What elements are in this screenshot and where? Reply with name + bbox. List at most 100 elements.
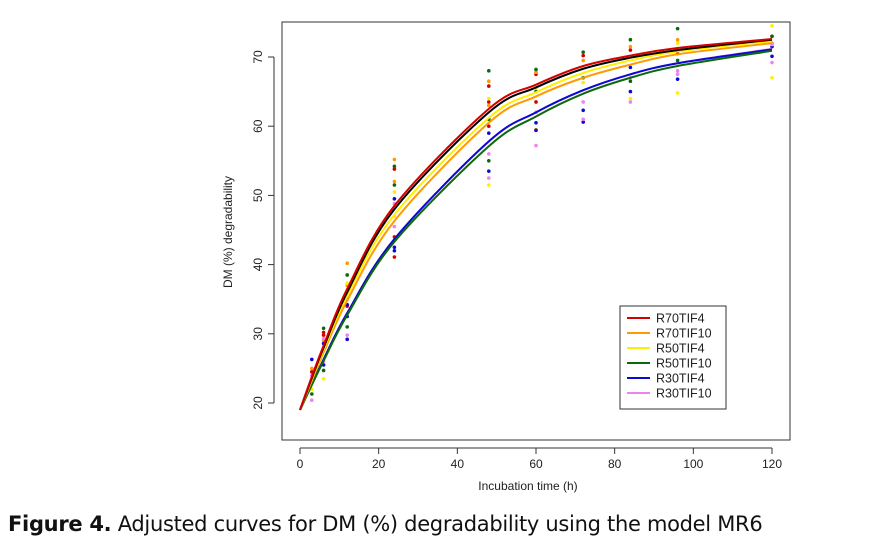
data-point (310, 398, 314, 403)
data-point (321, 376, 326, 381)
x-tick-label: 120 (762, 457, 782, 471)
data-point (345, 261, 350, 266)
data-point (392, 224, 397, 229)
data-point (392, 255, 397, 259)
data-point (487, 159, 491, 163)
y-tick-label: 50 (251, 188, 265, 202)
data-point (487, 79, 491, 84)
data-point (534, 100, 538, 104)
data-point (392, 197, 397, 201)
data-point (487, 84, 491, 88)
data-point (487, 152, 491, 156)
data-point (581, 108, 585, 113)
data-point (675, 41, 680, 45)
data-point (310, 392, 314, 396)
data-point (628, 37, 633, 42)
data-point (345, 281, 350, 286)
legend-label: R30TIF4 (656, 372, 705, 386)
chart: 0 20 40 60 80 100 120 20 30 40 50 60 70 Incubation t… (221, 21, 791, 493)
data-point (487, 176, 491, 180)
data-point (581, 120, 585, 124)
x-tick-label: 80 (608, 457, 622, 471)
data-point (321, 326, 326, 331)
data-point (770, 34, 774, 39)
data-point (534, 67, 538, 72)
data-point (534, 70, 538, 75)
data-point (487, 124, 491, 128)
data-point (487, 103, 491, 108)
data-point (675, 69, 680, 73)
x-tick-label: 20 (372, 457, 386, 471)
x-axis-label: Incubation time (h) (478, 479, 577, 493)
data-point (628, 44, 633, 49)
series-line-r70tif4 (299, 38, 773, 411)
legend-label: R50TIF4 (656, 342, 705, 356)
data-point (392, 190, 397, 194)
data-point (628, 96, 633, 101)
legend-box (619, 305, 727, 410)
y-tick-label: 40 (251, 258, 265, 272)
y-tick-label: 20 (251, 396, 265, 410)
data-point (628, 89, 633, 94)
legend-label: R30TIF10 (656, 387, 712, 401)
data-point (628, 65, 633, 70)
data-point (628, 48, 633, 52)
x-tick-label: 100 (683, 457, 703, 471)
data-point (581, 50, 585, 54)
data-point (581, 117, 585, 122)
legend-label: R70TIF4 (656, 312, 705, 326)
x-tick-label: 40 (451, 457, 465, 471)
data-point (392, 164, 397, 169)
data-point (675, 26, 680, 31)
data-point (487, 69, 491, 73)
data-point (321, 330, 326, 335)
data-point (321, 336, 326, 341)
data-point (392, 157, 397, 162)
data-point (534, 120, 538, 125)
legend-label: R50TIF10 (656, 357, 712, 371)
data-point (310, 357, 314, 362)
data-point (581, 53, 585, 58)
data-point (487, 131, 491, 135)
data-point (487, 96, 491, 101)
data-point (581, 58, 585, 63)
y-tick-label: 60 (251, 119, 265, 133)
data-point (581, 80, 585, 85)
data-point (770, 54, 774, 59)
x-tick-label: 60 (529, 457, 543, 471)
data-point (628, 100, 633, 104)
data-point (770, 60, 774, 65)
data-point (675, 77, 680, 81)
caption-text: Adjusted curves for DM (%) degradability… (111, 512, 763, 536)
data-point (321, 368, 326, 373)
data-point (345, 325, 350, 329)
data-point (675, 37, 680, 42)
data-point (392, 167, 397, 171)
data-point (487, 169, 491, 173)
figure-caption: Figure 4. Adjusted curves for DM (%) deg… (8, 512, 763, 536)
data-point (628, 79, 633, 84)
data-point (675, 91, 680, 95)
data-point (534, 143, 538, 148)
y-axis-label: DM (%) degradability (221, 176, 235, 288)
data-point (310, 366, 314, 371)
data-point (392, 183, 397, 187)
caption-label: Figure 4. (8, 512, 112, 536)
legend-label: R70TIF10 (656, 327, 712, 341)
y-tick-label: 70 (251, 50, 265, 64)
data-point (487, 100, 491, 104)
data-point (392, 248, 397, 253)
data-point (345, 337, 350, 342)
data-point (675, 58, 680, 63)
series-line-r50tif10 (299, 49, 773, 411)
y-tick-label: 30 (251, 327, 265, 341)
data-point (487, 183, 491, 187)
data-point (534, 128, 538, 133)
data-point (675, 72, 680, 77)
x-tick-label: 0 (297, 457, 304, 471)
legend: R70TIF4R70TIF10R50TIF4R50TIF10R30TIF4R30… (619, 305, 727, 410)
plot-frame (281, 21, 791, 441)
data-point (345, 333, 350, 337)
data-point (345, 273, 350, 277)
data-point (392, 245, 397, 250)
